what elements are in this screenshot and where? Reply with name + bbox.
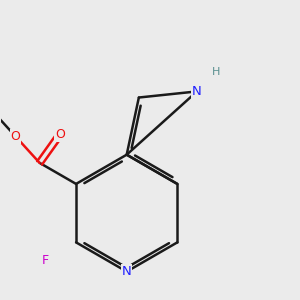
Text: O: O [11, 130, 21, 143]
Text: N: N [192, 85, 202, 98]
Text: H: H [212, 67, 220, 77]
Text: F: F [42, 254, 49, 267]
Text: O: O [55, 128, 65, 141]
Text: N: N [122, 265, 132, 278]
